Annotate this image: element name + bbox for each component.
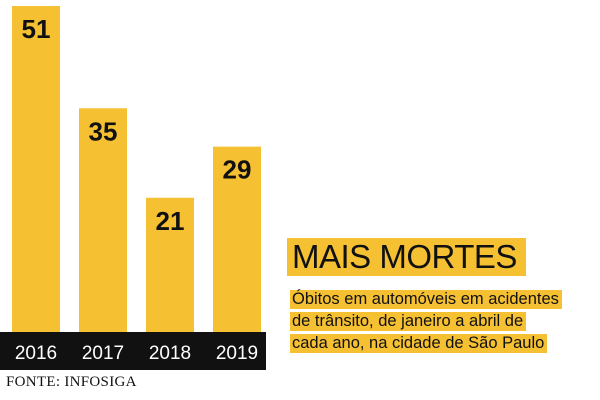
subtitle-line-1: Óbitos em automóveis em acidentes <box>290 290 562 309</box>
bar-2018 <box>146 197 194 332</box>
data-label-2019: 29 <box>223 155 252 185</box>
subtitle-line-2: de trânsito, de janeiro a abril de <box>290 312 527 331</box>
tick-label-2018: 2018 <box>149 343 191 364</box>
data-label-2017: 35 <box>89 116 118 146</box>
tick-label-2017: 2017 <box>82 343 124 364</box>
source-credit: FONTE: INFOSIGA <box>6 374 137 390</box>
data-label-2018: 21 <box>156 206 185 236</box>
bar-2016 <box>12 6 60 332</box>
x-axis-band <box>0 332 266 370</box>
tick-label-2019: 2019 <box>216 343 258 364</box>
tick-label-2016: 2016 <box>15 343 57 364</box>
chart-title: MAIS MORTES <box>287 238 526 276</box>
subtitle-line-3: cada ano, na cidade de São Paulo <box>290 334 548 353</box>
bar-2017 <box>79 108 127 333</box>
bar-2019 <box>213 146 261 332</box>
data-label-2016: 51 <box>22 14 51 44</box>
chart-subtitle: Óbitos em automóveis em acidentes de trâ… <box>290 288 595 354</box>
